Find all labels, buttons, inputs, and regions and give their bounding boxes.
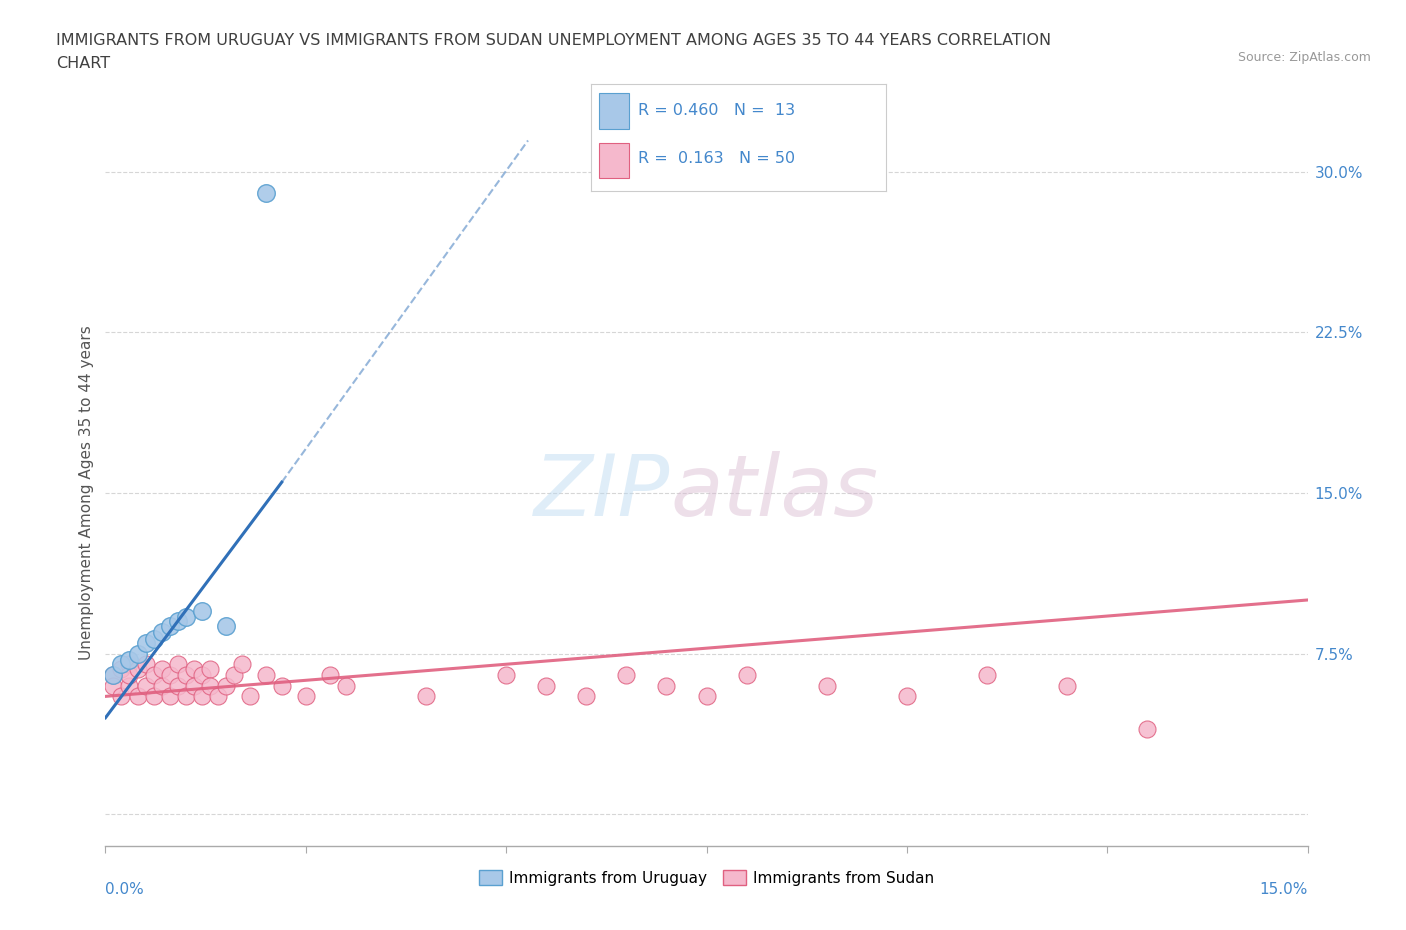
Point (190, 689, 212, 704)
Text: 0.0%: 0.0% (105, 882, 145, 897)
Point (118, 653, 141, 668)
Point (142, 668, 165, 683)
Text: R = 0.460   N =  13: R = 0.460 N = 13 (638, 103, 794, 118)
Bar (599, 93, 628, 128)
Point (127, 661, 149, 676)
Text: CHART: CHART (56, 56, 110, 71)
Point (166, 614, 188, 629)
Point (142, 631, 165, 646)
Point (239, 689, 262, 704)
Bar (599, 142, 628, 178)
Text: R =  0.163   N = 50: R = 0.163 N = 50 (638, 151, 794, 166)
Point (183, 678, 205, 693)
Point (896, 689, 918, 704)
Point (118, 668, 141, 683)
Point (150, 625, 173, 640)
Point (127, 646, 149, 661)
Point (150, 678, 173, 693)
Text: atlas: atlas (671, 451, 879, 535)
Point (174, 668, 197, 683)
Point (335, 678, 357, 693)
Point (696, 689, 718, 704)
Text: IMMIGRANTS FROM URUGUAY VS IMMIGRANTS FROM SUDAN UNEMPLOYMENT AMONG AGES 35 TO 4: IMMIGRANTS FROM URUGUAY VS IMMIGRANTS FR… (56, 33, 1052, 47)
Point (118, 657, 141, 671)
Point (319, 668, 342, 683)
Point (135, 657, 157, 671)
Text: Source: ZipAtlas.com: Source: ZipAtlas.com (1237, 51, 1371, 64)
Point (103, 678, 125, 693)
Point (110, 661, 132, 676)
Point (616, 668, 638, 683)
Text: ZIP: ZIP (534, 451, 671, 535)
Point (190, 604, 212, 618)
Point (1136, 721, 1159, 736)
Point (110, 689, 132, 704)
Point (159, 618, 181, 633)
Point (214, 678, 236, 693)
Legend: Immigrants from Uruguay, Immigrants from Sudan: Immigrants from Uruguay, Immigrants from… (472, 863, 941, 892)
Point (270, 678, 292, 693)
Point (495, 668, 517, 683)
Point (174, 689, 197, 704)
Point (534, 678, 557, 693)
Point (174, 610, 197, 625)
Point (142, 689, 165, 704)
Point (575, 689, 598, 704)
Point (110, 657, 132, 671)
Point (198, 661, 221, 676)
Point (198, 678, 221, 693)
Point (159, 668, 181, 683)
Point (254, 668, 277, 683)
Point (103, 668, 125, 683)
Point (735, 668, 758, 683)
Point (976, 668, 998, 683)
Point (166, 657, 188, 671)
Point (190, 668, 212, 683)
Point (207, 689, 229, 704)
Point (118, 678, 141, 693)
Point (415, 689, 437, 704)
Point (166, 678, 188, 693)
Point (127, 689, 149, 704)
Point (222, 668, 245, 683)
Text: 15.0%: 15.0% (1260, 882, 1308, 897)
Point (150, 661, 173, 676)
Point (254, 186, 277, 201)
Point (295, 689, 318, 704)
Point (135, 678, 157, 693)
Point (655, 678, 678, 693)
Point (1056, 678, 1078, 693)
Y-axis label: Unemployment Among Ages 35 to 44 years: Unemployment Among Ages 35 to 44 years (79, 326, 94, 660)
Point (135, 635, 157, 650)
Point (214, 618, 236, 633)
Point (815, 678, 838, 693)
Point (231, 657, 253, 671)
Point (103, 668, 125, 683)
Point (183, 661, 205, 676)
Point (159, 689, 181, 704)
